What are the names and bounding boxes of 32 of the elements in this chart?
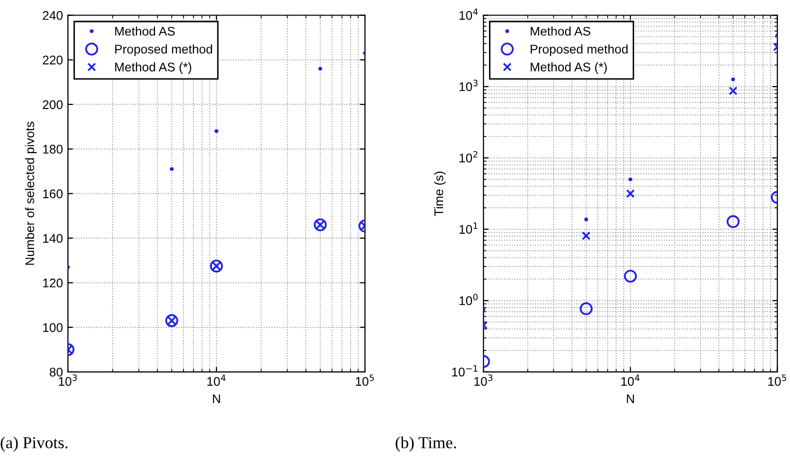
y-tick-label: 220: [42, 56, 63, 64]
x-tick-label: 10$^{5}$: [356, 374, 374, 386]
text: (b) Time.: [396, 436, 456, 452]
legend-label: Method AS: [530, 26, 590, 36]
y-tick-label: 240: [42, 11, 63, 20]
y-tick-label: 100: [43, 323, 63, 332]
legend-label: Method AS: [115, 26, 175, 36]
legend-label: Method AS (*): [115, 62, 192, 74]
x-axis-title: N: [212, 394, 220, 404]
y-tick-label: 180: [43, 144, 63, 154]
x-tick-label: 10$^{4}$: [207, 374, 226, 386]
y-tick-label: 10$^{−1}$: [452, 365, 478, 376]
y-axis-title: Number of selected pivots: [25, 122, 37, 265]
x-axis-title: N: [626, 394, 634, 404]
y-tick-label: 10$^{4}$: [460, 8, 478, 20]
text: (a) Pivots.: [0, 436, 68, 452]
y-tick-label: 160: [43, 189, 63, 198]
y-tick-label: 80: [50, 368, 63, 377]
legend-label: Proposed method: [115, 44, 212, 56]
legend-label: Method AS (*): [530, 62, 607, 74]
x-tick-label: 10$^{3}$: [474, 374, 492, 386]
y-tick-label: 120: [43, 278, 63, 288]
y-tick-label: 140: [43, 234, 63, 243]
y-axis-title: Time (s): [434, 172, 446, 216]
y-tick-label: 200: [42, 100, 63, 110]
y-tick-label: 10$^{2}$: [460, 151, 478, 162]
y-tick-label: 10$^{0}$: [460, 294, 478, 306]
x-tick-label: 10$^{5}$: [768, 374, 786, 386]
y-tick-label: 10$^{3}$: [460, 80, 478, 92]
legend-label: Proposed method: [530, 44, 628, 56]
y-tick-label: 10$^{1}$: [460, 222, 478, 234]
x-tick-label: 10$^{4}$: [621, 374, 640, 386]
